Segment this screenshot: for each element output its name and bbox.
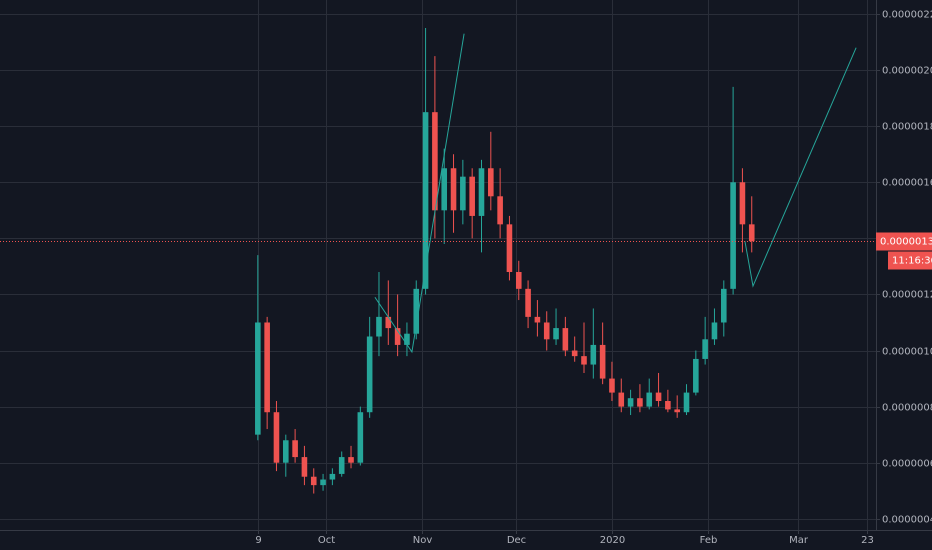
candle-body — [711, 322, 718, 340]
y-tick-label: 0.00000200 — [882, 66, 932, 77]
candle-body — [264, 322, 270, 413]
candle-body — [581, 356, 587, 365]
trend-line — [374, 33, 465, 354]
candle-body — [460, 176, 466, 211]
y-tick-label: 0.00000060 — [882, 459, 932, 470]
candle-body — [646, 392, 653, 407]
candle-body — [609, 378, 615, 393]
x-tick-label: Feb — [700, 535, 718, 546]
candle-body — [422, 112, 429, 289]
y-tick-label: 0.00000080 — [882, 403, 932, 414]
x-tick-label: Oct — [318, 535, 335, 546]
candle-body — [292, 440, 298, 458]
candle-body — [543, 322, 550, 340]
candle-body — [497, 196, 503, 225]
y-tick-label: 0.00000120 — [882, 290, 932, 301]
candle-body — [730, 182, 736, 289]
y-tick-label: 0.00000160 — [882, 178, 932, 189]
countdown-box — [888, 251, 932, 270]
candle-body — [357, 412, 364, 463]
candle-body — [683, 392, 690, 413]
candle-body — [562, 328, 569, 351]
candle-body — [618, 392, 625, 407]
candle-body — [506, 224, 513, 273]
candle-body — [310, 476, 317, 486]
x-tick-label: 23 — [861, 535, 874, 546]
candle-body — [720, 288, 727, 323]
last-price-label: 0.00000139 — [880, 237, 932, 248]
candle-body — [702, 339, 708, 359]
candle-body — [739, 182, 746, 225]
candle-body — [255, 322, 261, 435]
y-tick-label: 0.00000220 — [882, 10, 932, 21]
trend-line — [744, 47, 857, 288]
candle-body — [385, 316, 392, 329]
x-tick-label: Nov — [413, 535, 433, 546]
candle-body — [320, 479, 326, 486]
candle-body — [329, 473, 336, 480]
candle-body — [366, 336, 373, 413]
candle-body — [478, 168, 485, 216]
candle-body — [665, 401, 671, 410]
candle-body — [655, 392, 662, 402]
x-tick-label: 9 — [255, 535, 261, 546]
candle-body — [404, 333, 410, 345]
candle-body — [441, 168, 448, 211]
candle-body — [469, 176, 475, 216]
candle-body — [413, 288, 420, 334]
candle-body — [534, 316, 541, 323]
x-tick-label: Dec — [507, 535, 526, 546]
candle-body — [637, 398, 643, 407]
x-tick-label: Mar — [789, 535, 809, 546]
candle-body — [282, 440, 289, 463]
candle-body — [376, 316, 382, 337]
candle-body — [394, 328, 401, 345]
candle-body — [674, 409, 680, 413]
candle-body — [273, 412, 280, 463]
candle-body — [599, 344, 606, 379]
candle-body — [301, 457, 308, 477]
candle-body — [553, 328, 559, 340]
last-price-box — [876, 232, 932, 251]
axes: 0.00000220 0.00000200 0.00000180 0.00000160… — [255, 10, 932, 546]
candle-body — [627, 398, 634, 407]
candle-body — [432, 112, 438, 211]
candle-body — [748, 224, 755, 242]
grid — [0, 0, 876, 530]
candle-body — [571, 350, 578, 357]
candle-body — [525, 288, 531, 317]
candle-body — [693, 358, 699, 393]
plot — [0, 28, 876, 494]
y-tick-label: 0.00000180 — [882, 122, 932, 133]
candle-body — [488, 168, 494, 197]
x-tick-label: 2020 — [600, 535, 625, 546]
candle-body — [450, 168, 457, 211]
candle-body — [515, 272, 522, 289]
y-tick-label: 0.00000040 — [882, 515, 932, 526]
y-tick-label: 0.00000100 — [882, 347, 932, 358]
candle-body — [338, 457, 345, 474]
candle-body — [348, 457, 354, 463]
countdown-label: 11:16:36 — [892, 256, 932, 267]
candle-body — [590, 344, 597, 365]
